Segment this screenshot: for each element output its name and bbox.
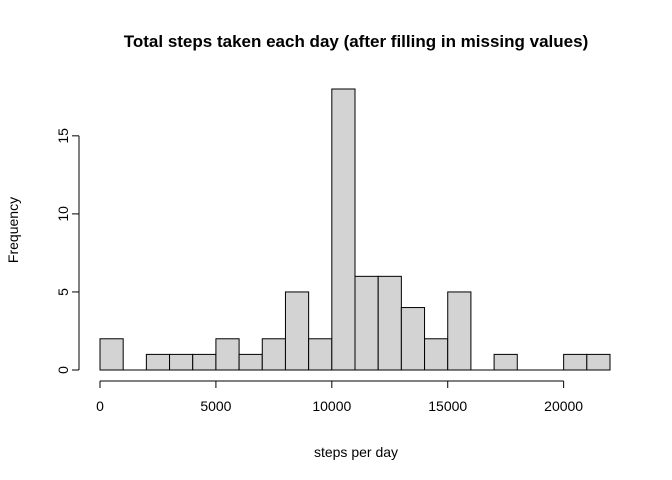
x-tick-label: 10000: [312, 398, 351, 414]
histogram-bar: [192, 353, 217, 371]
x-tick-label: 20000: [544, 398, 583, 414]
histogram-bar: [284, 291, 310, 371]
histogram-bar: [400, 307, 426, 371]
histogram-bar: [586, 353, 611, 371]
x-axis: 0 5000 10000 15000 20000: [96, 380, 583, 414]
histogram-bar: [145, 353, 171, 371]
histogram-bar: [238, 353, 263, 371]
y-axis: 0 5 10 15: [55, 128, 80, 374]
histogram-bar: [331, 88, 356, 371]
y-axis-label: Frequency: [5, 197, 21, 263]
histogram-bar: [99, 338, 124, 371]
histogram-bar: [169, 353, 194, 371]
histogram-bar: [563, 353, 588, 371]
histogram-bar: [377, 275, 402, 371]
x-axis-label: steps per day: [314, 444, 398, 460]
bars-group: [99, 88, 611, 371]
y-tick-label: 5: [55, 288, 71, 296]
x-tick-label: 5000: [200, 398, 231, 414]
chart-title: Total steps taken each day (after fillin…: [124, 32, 588, 51]
x-tick-label: 0: [96, 398, 104, 414]
histogram-bar: [308, 338, 333, 371]
y-tick-label: 15: [55, 128, 71, 144]
y-tick-label: 0: [55, 366, 71, 374]
x-tick-label: 15000: [428, 398, 467, 414]
histogram-bar: [493, 353, 518, 371]
y-tick-label: 10: [55, 206, 71, 222]
histogram-bar: [447, 291, 472, 371]
histogram-bar: [424, 338, 449, 371]
histogram-bar: [354, 275, 379, 371]
histogram-bar: [215, 338, 240, 371]
histogram-bar: [261, 338, 286, 371]
